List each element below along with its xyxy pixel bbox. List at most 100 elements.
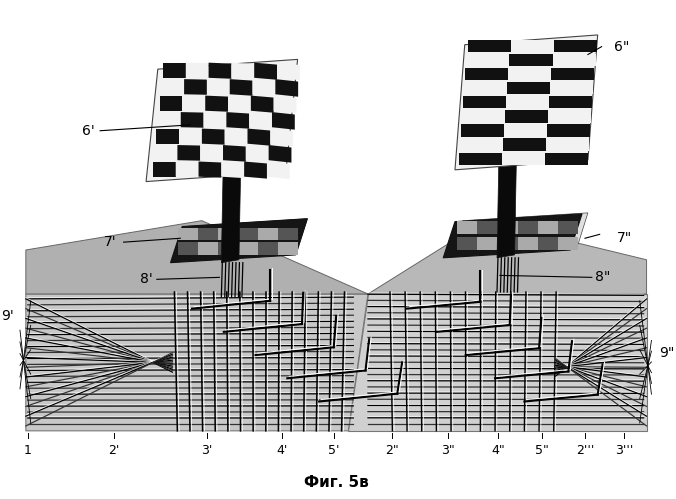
Text: 5': 5': [328, 444, 339, 457]
Polygon shape: [160, 96, 183, 111]
Polygon shape: [199, 162, 221, 178]
Polygon shape: [170, 219, 308, 262]
Polygon shape: [510, 39, 554, 52]
Polygon shape: [277, 63, 300, 80]
Polygon shape: [477, 221, 498, 235]
Text: 4": 4": [491, 444, 505, 457]
Polygon shape: [258, 228, 278, 240]
Polygon shape: [224, 129, 247, 145]
Polygon shape: [180, 112, 203, 128]
Text: 7": 7": [617, 231, 633, 246]
Polygon shape: [278, 228, 297, 240]
Polygon shape: [155, 145, 177, 160]
Polygon shape: [498, 221, 518, 235]
Polygon shape: [548, 110, 592, 123]
Polygon shape: [247, 129, 270, 146]
Polygon shape: [230, 79, 253, 96]
Polygon shape: [558, 237, 578, 250]
Polygon shape: [176, 162, 199, 177]
Polygon shape: [218, 228, 238, 240]
Polygon shape: [547, 124, 590, 137]
Text: Фиг. 5в: Фиг. 5в: [304, 475, 369, 490]
Polygon shape: [156, 129, 179, 144]
Polygon shape: [203, 112, 226, 128]
Polygon shape: [503, 138, 546, 151]
Polygon shape: [246, 145, 268, 162]
Polygon shape: [251, 96, 274, 113]
Polygon shape: [443, 214, 582, 258]
Polygon shape: [462, 110, 505, 123]
Polygon shape: [200, 145, 223, 161]
Polygon shape: [278, 243, 297, 255]
Text: 6": 6": [614, 39, 629, 54]
Text: 7': 7': [104, 235, 117, 249]
Polygon shape: [174, 219, 308, 258]
Polygon shape: [453, 213, 588, 252]
Polygon shape: [465, 68, 508, 80]
Text: 9': 9': [1, 309, 14, 323]
Polygon shape: [221, 162, 244, 178]
Polygon shape: [218, 243, 238, 255]
Polygon shape: [552, 68, 594, 80]
Polygon shape: [477, 237, 498, 250]
Polygon shape: [546, 138, 589, 151]
Polygon shape: [223, 145, 246, 162]
Polygon shape: [253, 79, 275, 96]
Polygon shape: [207, 79, 230, 95]
Polygon shape: [537, 221, 558, 235]
Polygon shape: [198, 228, 218, 240]
Text: 5": 5": [535, 444, 549, 457]
Polygon shape: [183, 96, 206, 111]
Polygon shape: [202, 129, 224, 145]
Polygon shape: [549, 96, 592, 108]
Polygon shape: [498, 237, 518, 250]
Polygon shape: [348, 294, 646, 431]
Polygon shape: [26, 221, 368, 294]
Polygon shape: [231, 63, 254, 79]
Polygon shape: [368, 221, 646, 294]
Polygon shape: [537, 237, 558, 250]
Polygon shape: [455, 35, 598, 170]
Polygon shape: [457, 237, 477, 250]
Polygon shape: [466, 54, 510, 66]
Polygon shape: [178, 228, 198, 240]
Polygon shape: [244, 162, 267, 179]
Text: 2''': 2''': [576, 444, 594, 457]
Polygon shape: [198, 243, 218, 255]
Polygon shape: [268, 145, 291, 163]
Text: 2": 2": [385, 444, 400, 457]
Polygon shape: [146, 59, 297, 182]
Polygon shape: [270, 129, 293, 146]
Polygon shape: [552, 54, 596, 66]
Polygon shape: [221, 157, 241, 262]
Polygon shape: [254, 63, 277, 80]
Polygon shape: [274, 96, 297, 113]
Polygon shape: [26, 294, 368, 431]
Polygon shape: [510, 54, 552, 66]
Polygon shape: [459, 153, 502, 165]
Text: 8': 8': [140, 272, 153, 286]
Polygon shape: [502, 153, 545, 165]
Polygon shape: [507, 82, 550, 94]
Polygon shape: [460, 138, 503, 151]
Polygon shape: [506, 96, 549, 108]
Polygon shape: [238, 243, 258, 255]
Text: 6': 6': [82, 124, 94, 138]
Polygon shape: [275, 79, 298, 97]
Polygon shape: [228, 96, 251, 112]
Polygon shape: [545, 153, 588, 165]
Polygon shape: [554, 39, 597, 52]
Polygon shape: [158, 112, 180, 127]
Text: 1: 1: [24, 444, 32, 457]
Polygon shape: [209, 63, 231, 79]
Text: 3": 3": [441, 444, 455, 457]
Polygon shape: [267, 162, 290, 179]
Polygon shape: [249, 112, 272, 129]
Polygon shape: [550, 82, 594, 94]
Text: 9": 9": [659, 346, 675, 360]
Polygon shape: [505, 110, 548, 123]
Polygon shape: [461, 124, 504, 137]
Polygon shape: [184, 79, 207, 95]
Polygon shape: [463, 96, 506, 108]
Polygon shape: [508, 68, 552, 80]
